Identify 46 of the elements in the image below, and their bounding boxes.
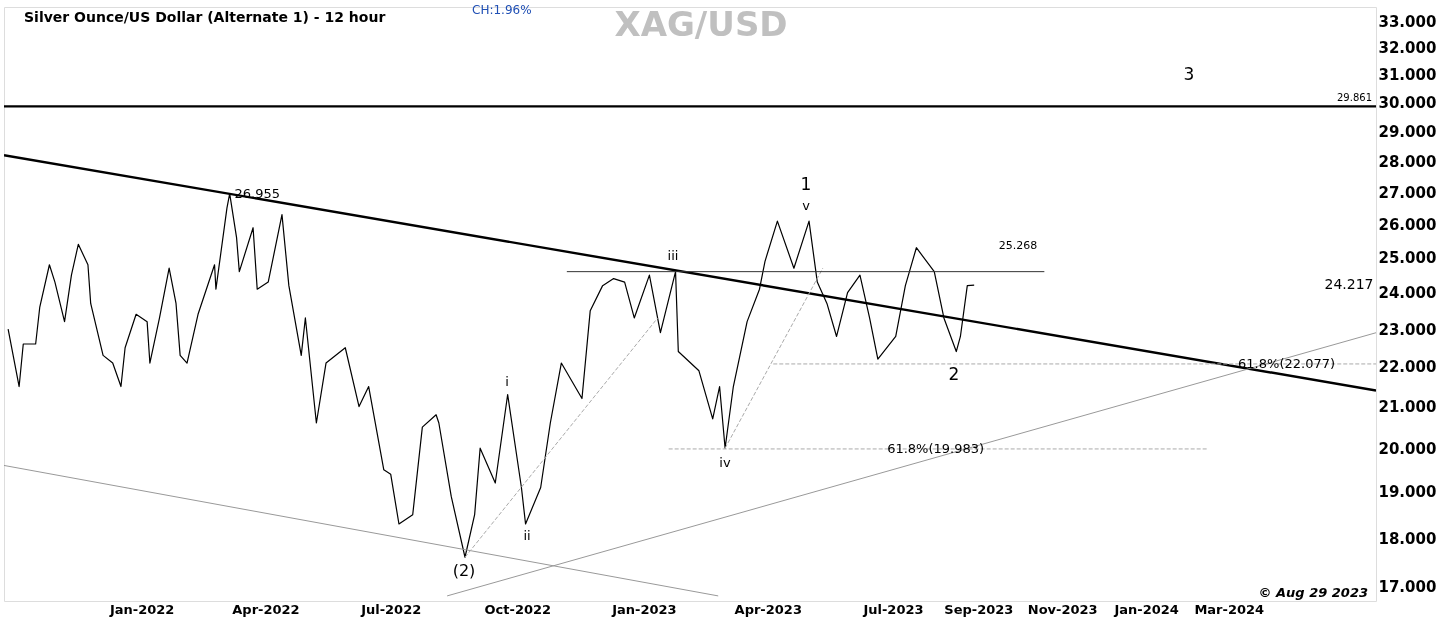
y-tick-label: 21.000 <box>1378 398 1437 417</box>
y-tick-label: 24.000 <box>1378 284 1437 303</box>
y-tick-label: 28.000 <box>1378 152 1437 171</box>
annotation: 61.8%(19.983) <box>887 440 985 456</box>
y-tick-label: 27.000 <box>1378 183 1437 202</box>
y-tick-label: 26.000 <box>1378 215 1437 234</box>
y-tick-label: 25.000 <box>1378 249 1437 268</box>
x-tick-label: Jan-2024 <box>1113 601 1179 617</box>
annotation: v <box>802 198 811 213</box>
annotation: iii <box>667 248 679 263</box>
y-tick-label: 30.000 <box>1378 93 1437 112</box>
annotation: 24.217 <box>1324 276 1374 292</box>
y-tick-label: 22.000 <box>1378 358 1437 377</box>
x-tick-label: Apr-2023 <box>734 601 802 617</box>
y-tick-label: 19.000 <box>1378 483 1437 502</box>
chart-subtitle: Silver Ounce/US Dollar (Alternate 1) - 12 hour <box>24 9 386 25</box>
x-tick-label: Jan-2023 <box>611 601 677 617</box>
x-tick-label: Jul-2022 <box>360 601 422 617</box>
x-tick-label: Apr-2022 <box>232 601 300 617</box>
x-tick-label: Jul-2023 <box>862 601 924 617</box>
x-tick-label: Sep-2023 <box>944 601 1014 617</box>
y-tick-label: 32.000 <box>1378 38 1437 57</box>
y-tick-label: 20.000 <box>1378 439 1437 458</box>
chart-title: XAG/USD <box>614 4 788 44</box>
y-tick-label: 18.000 <box>1378 529 1437 548</box>
y-tick-label: 29.000 <box>1378 122 1437 141</box>
annotation: CH:1.96% <box>472 3 532 17</box>
x-tick-label: Jan-2022 <box>108 601 175 617</box>
annotation: 25.268 <box>998 239 1038 252</box>
x-tick-label: Nov-2023 <box>1027 601 1098 617</box>
annotation: 61.8%(22.077) <box>1238 355 1336 371</box>
y-tick-label: 23.000 <box>1378 320 1437 339</box>
annotation: 2 <box>948 364 960 384</box>
annotation: ii <box>523 528 531 543</box>
annotation: 3 <box>1183 64 1195 84</box>
annotation: © Aug 29 2023 <box>1258 585 1368 600</box>
x-tick-label: Mar-2024 <box>1194 601 1265 617</box>
ref-line-label: 29.861 <box>1337 92 1372 104</box>
annotation: (2) <box>452 561 476 580</box>
annotation: 1 <box>800 174 812 194</box>
y-tick-label: 31.000 <box>1378 65 1437 84</box>
y-tick-label: 17.000 <box>1378 578 1437 597</box>
annotation: i <box>505 374 509 389</box>
annotation: iv <box>719 455 731 470</box>
y-tick-label: 33.000 <box>1378 12 1437 31</box>
x-tick-label: Oct-2022 <box>484 601 552 617</box>
